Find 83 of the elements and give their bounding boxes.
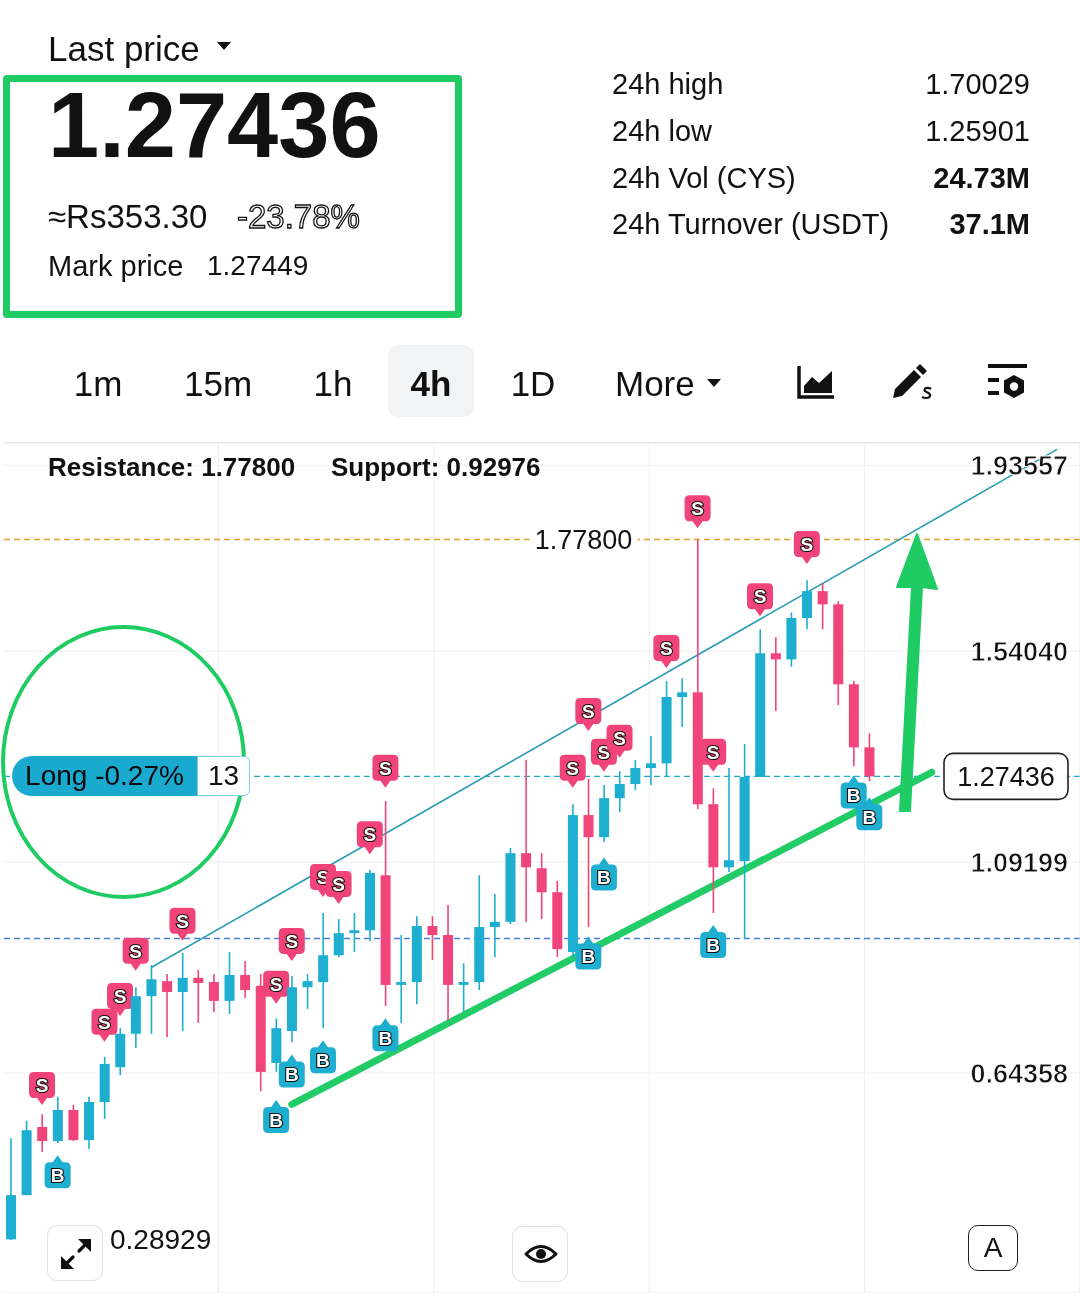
candlestick — [240, 960, 251, 999]
annotation: A — [983, 1232, 1003, 1263]
text: S — [269, 973, 283, 995]
text: 1.27449 — [207, 250, 309, 281]
text: 4h — [410, 363, 452, 403]
text: Last price — [48, 28, 200, 68]
text: B — [284, 1064, 299, 1086]
text: ≈Rs353.30 — [48, 197, 208, 235]
text: S — [379, 757, 392, 779]
y-tick-label: 1.09199 — [970, 847, 1068, 878]
candlestick — [162, 973, 173, 1038]
text: B — [581, 946, 596, 968]
candlestick — [333, 918, 344, 958]
text: 24.73M — [933, 161, 1030, 194]
text: 37.1M — [949, 207, 1030, 240]
y-tick-label: 1.54040 — [970, 636, 1068, 667]
text: S — [800, 533, 814, 555]
candlestick — [349, 912, 360, 953]
candlestick — [427, 915, 438, 961]
annotation: Resistance: 1.77800 — [48, 452, 296, 482]
text: S — [285, 930, 299, 952]
text: S — [332, 873, 345, 895]
text: B — [269, 1109, 284, 1131]
ref-line-label: 1.77800 — [534, 525, 633, 556]
candlestick — [521, 759, 532, 923]
text: S — [753, 585, 767, 607]
candlestick — [193, 969, 204, 1024]
text: S — [566, 757, 580, 779]
text: S — [113, 985, 127, 1007]
candlestick — [817, 582, 828, 631]
text: B — [50, 1164, 65, 1186]
candlestick — [146, 964, 157, 1035]
annotation: 13 — [207, 760, 240, 792]
text: S — [176, 910, 189, 932]
text: 24h Vol (CYS) — [612, 161, 796, 194]
quantity-box: 13 — [197, 756, 250, 797]
text: 1.70029 — [925, 67, 1030, 100]
candlestick — [677, 677, 688, 728]
text: B — [597, 867, 611, 889]
ref-line-label: 1.27436 — [957, 762, 1055, 793]
text: 24h Turnover (USDT) — [612, 207, 890, 240]
annotation: 0.28929 — [110, 1224, 212, 1255]
candlestick — [583, 778, 594, 928]
text: B — [846, 785, 861, 807]
text: 1m — [73, 363, 123, 403]
series-label: B — [862, 807, 877, 829]
text: 1D — [510, 363, 556, 403]
text: Mark price — [48, 249, 184, 282]
candlestick — [396, 934, 407, 1024]
text: -23.78% — [237, 197, 360, 235]
candlestick — [208, 973, 219, 1013]
text: 1.25901 — [925, 114, 1030, 147]
text: 24h low — [612, 114, 712, 147]
text: S — [129, 940, 143, 962]
text: S — [691, 498, 704, 520]
text: S — [581, 700, 595, 722]
candlestick — [536, 852, 547, 920]
text: S — [706, 741, 720, 763]
text: S — [597, 741, 611, 763]
text: More — [615, 363, 695, 403]
text: 1h — [313, 363, 353, 403]
text: B — [378, 1028, 393, 1050]
text: B — [316, 1050, 330, 1072]
button-frame: A — [968, 1225, 1018, 1271]
position-tag: Long -0.27% — [12, 756, 197, 797]
annotation: Support: 0.92976 — [331, 452, 541, 482]
text: 1.27436 — [48, 74, 381, 176]
text: 24h high — [612, 67, 724, 100]
text: S — [363, 824, 377, 845]
candlestick — [458, 962, 469, 1013]
text: 15m — [183, 363, 253, 403]
candlestick — [37, 1113, 48, 1153]
text: B — [706, 934, 721, 956]
text: S — [98, 1011, 111, 1033]
candlestick — [302, 973, 313, 1010]
candlestick — [770, 636, 781, 712]
text: S — [35, 1074, 49, 1096]
candlestick — [177, 952, 188, 1032]
text: S — [660, 637, 673, 659]
series-label: S — [613, 727, 626, 749]
y-tick-label: 0.64358 — [970, 1058, 1068, 1089]
candlestick — [489, 893, 500, 958]
annotation: Long -0.27% — [25, 760, 184, 792]
